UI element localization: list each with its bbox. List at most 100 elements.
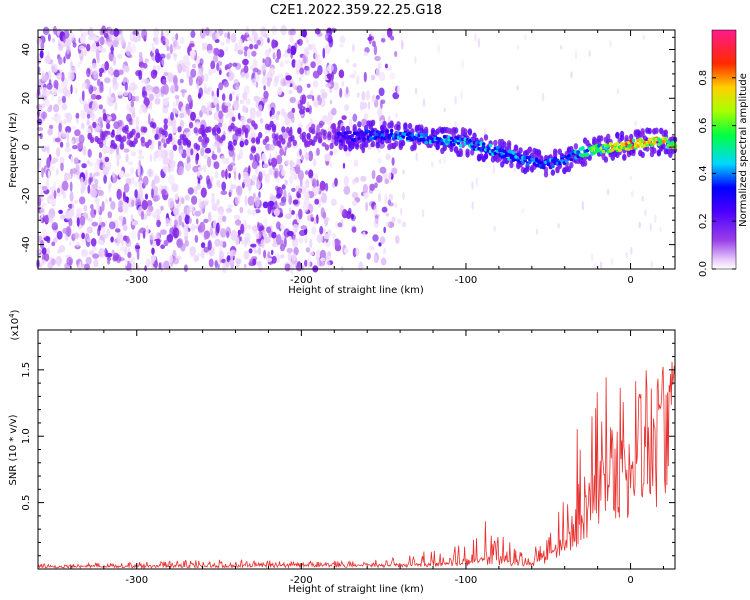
spectrogram-cell <box>431 161 434 168</box>
spectrogram-cell <box>274 150 278 160</box>
spectrogram-cell <box>199 110 203 118</box>
spectrogram-cell <box>654 127 659 134</box>
spectrogram-cell <box>326 250 332 262</box>
spectrogram-cell <box>208 258 214 268</box>
spectrogram-cell <box>281 126 286 133</box>
spectrogram-cell <box>388 202 394 207</box>
spectrogram-cell <box>263 85 266 91</box>
spectrogram-cell <box>180 243 186 252</box>
spectrogram-cell <box>306 133 311 140</box>
spectrogram-cell <box>90 188 98 198</box>
spectrogram-cell <box>297 127 302 134</box>
spectrogram-cell <box>467 128 473 135</box>
spectrogram-cell <box>197 252 203 257</box>
spectrogram-cell <box>284 59 290 64</box>
spectrogram-cell <box>421 209 425 218</box>
x-tick-label: -200 <box>290 275 313 286</box>
spectrogram-cell <box>46 82 53 90</box>
spectrogram-cell <box>284 160 292 165</box>
spectrogram-cell <box>135 116 140 127</box>
spectrogram-cell <box>149 154 153 162</box>
spectrogram-cell <box>310 61 316 69</box>
spectrogram-cell <box>80 176 84 186</box>
spectrogram-cell <box>370 140 376 148</box>
spectrogram-cell <box>414 87 418 95</box>
spectrogram-cell <box>99 141 104 148</box>
colorbar-tick-label: 0.0 <box>698 261 709 277</box>
spectrogram-cell <box>206 156 212 168</box>
spectrogram-cell <box>130 151 137 157</box>
spectrogram-cell <box>144 58 149 63</box>
spectrogram-cell <box>286 247 294 253</box>
spectrogram-cell <box>192 63 196 69</box>
spectrogram-cell <box>61 131 67 138</box>
x-tick-label: -300 <box>125 575 148 586</box>
spectrogram-cell <box>65 173 72 181</box>
spectrogram-cell <box>305 36 310 45</box>
spectrogram-cell <box>274 75 279 83</box>
spectrogram-cell <box>243 219 247 227</box>
spectrogram-cell <box>56 147 61 158</box>
spectrogram-cell <box>293 174 298 181</box>
spectrogram-cell <box>329 88 333 93</box>
spectrogram-cell <box>68 209 75 218</box>
spectrogram-cell <box>585 153 590 157</box>
spectrogram-cell <box>119 141 125 149</box>
spectrogram-cell <box>151 42 155 47</box>
spectrogram-cell <box>110 113 117 122</box>
spectrogram-cell <box>475 177 479 187</box>
spectrogram-cell <box>582 160 588 167</box>
spectrogram-cell <box>75 241 80 248</box>
spectrogram-cell <box>158 262 162 270</box>
spectrogram-cell <box>567 154 571 158</box>
spectrogram-cell <box>199 68 204 76</box>
spectrogram-cell <box>454 95 457 105</box>
spectrogram-cell <box>235 185 243 196</box>
spectrogram-cell <box>131 199 135 207</box>
spectrogram-cell <box>113 39 119 48</box>
snr-line <box>37 361 676 570</box>
spectrogram-cell <box>85 256 92 265</box>
spectrogram-cell <box>167 72 174 83</box>
spectrogram-cell <box>354 143 360 150</box>
spectrogram-cell <box>98 84 104 94</box>
spectrogram-cell <box>73 232 80 239</box>
spectrogram-cell <box>88 250 95 256</box>
spectrogram-cell <box>195 218 199 225</box>
spectrogram-cell <box>516 152 521 157</box>
spectrogram-cell <box>415 152 418 161</box>
spectrogram-cell <box>248 165 251 175</box>
spectrogram-cell <box>291 79 294 85</box>
spectrogram-cell <box>664 136 668 141</box>
spectrogram-cell <box>277 86 283 96</box>
spectrogram-cell <box>81 232 85 239</box>
spectrogram-cell <box>348 130 352 135</box>
spectrogram-cell <box>93 209 97 215</box>
spectrogram-cell <box>370 119 376 127</box>
spectrogram-cell <box>262 58 265 63</box>
spectrogram-cell <box>256 260 262 266</box>
spectrogram-cell <box>152 122 157 129</box>
spectrogram-cell <box>123 183 130 193</box>
spectrogram-cell <box>132 111 136 119</box>
spectrogram-cell <box>378 87 385 97</box>
spectrogram-cell <box>248 209 252 215</box>
spectrogram-cell <box>168 133 173 140</box>
spectrogram-cell <box>216 179 221 188</box>
spectrogram-cell <box>474 33 477 42</box>
spectrogram-cell <box>179 119 184 129</box>
spectrogram-cell <box>205 137 210 144</box>
spectrogram-cell <box>141 29 148 40</box>
spectrogram-cell <box>279 224 285 230</box>
spectrogram-cell <box>63 56 66 64</box>
x-tick-label: 0 <box>627 275 633 286</box>
spectrogram-cell <box>645 143 650 147</box>
spectrogram-cell <box>263 33 269 39</box>
spectrogram-cell <box>88 162 94 167</box>
spectrogram-cell <box>220 190 228 195</box>
spectrogram-cell <box>62 191 67 199</box>
spectrogram-cell <box>241 240 244 245</box>
spectrogram-cell <box>48 79 52 85</box>
